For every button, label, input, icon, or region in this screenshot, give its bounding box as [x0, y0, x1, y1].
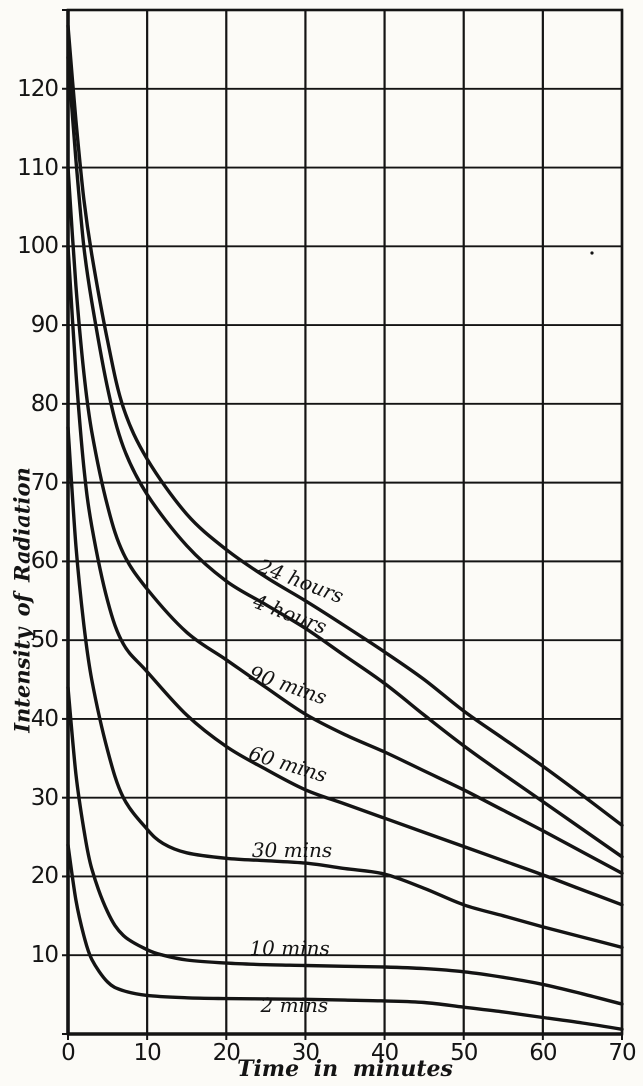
x-tick-40: 40: [370, 1040, 399, 1066]
y-tick-10: 10: [30, 942, 59, 969]
x-tick-10: 10: [133, 1040, 162, 1066]
plot-frame: [66, 8, 624, 1036]
y-tick-40: 40: [30, 705, 59, 732]
x-axis-title: Time in minutes: [237, 1056, 453, 1082]
curve-90-mins: [66, 165, 624, 875]
y-tick-60: 60: [30, 548, 59, 575]
y-tick-30: 30: [30, 784, 59, 811]
x-tick-50: 50: [450, 1040, 478, 1066]
plot-grid: [62, 9, 624, 1040]
curve-2-mins: [66, 843, 624, 1031]
y-tick-110: 110: [17, 154, 59, 181]
y-tick-70: 70: [30, 469, 59, 496]
y-axis-title: Intensity of Radiation: [9, 467, 35, 733]
curves: [66, 24, 624, 1031]
y-tick-90: 90: [30, 312, 59, 339]
x-tick-0: 0: [61, 1040, 76, 1066]
curve-label-10-mins: 10 mins: [249, 936, 330, 961]
x-tick-70: 70: [608, 1040, 636, 1066]
y-tick-80: 80: [30, 390, 59, 417]
x-tick-30: 30: [291, 1040, 320, 1066]
y-tick-120: 120: [17, 75, 59, 102]
y-tick-20: 20: [30, 863, 59, 890]
curve-30-mins: [66, 425, 624, 950]
curve-label-2-mins: 2 mins: [260, 992, 329, 1017]
x-tick-60: 60: [529, 1040, 557, 1066]
curve-10-mins: [66, 685, 624, 1006]
curve-4-hours: [66, 55, 624, 859]
y-tick-50: 50: [30, 627, 59, 654]
curve-60-mins: [66, 244, 624, 907]
print-speck: [590, 251, 594, 255]
curve-24-hours: [66, 24, 624, 827]
plot-border: [66, 8, 624, 1036]
y-tick-100: 100: [17, 233, 59, 260]
curve-label-30-mins: 30 mins: [251, 838, 333, 863]
x-tick-20: 20: [212, 1040, 241, 1066]
